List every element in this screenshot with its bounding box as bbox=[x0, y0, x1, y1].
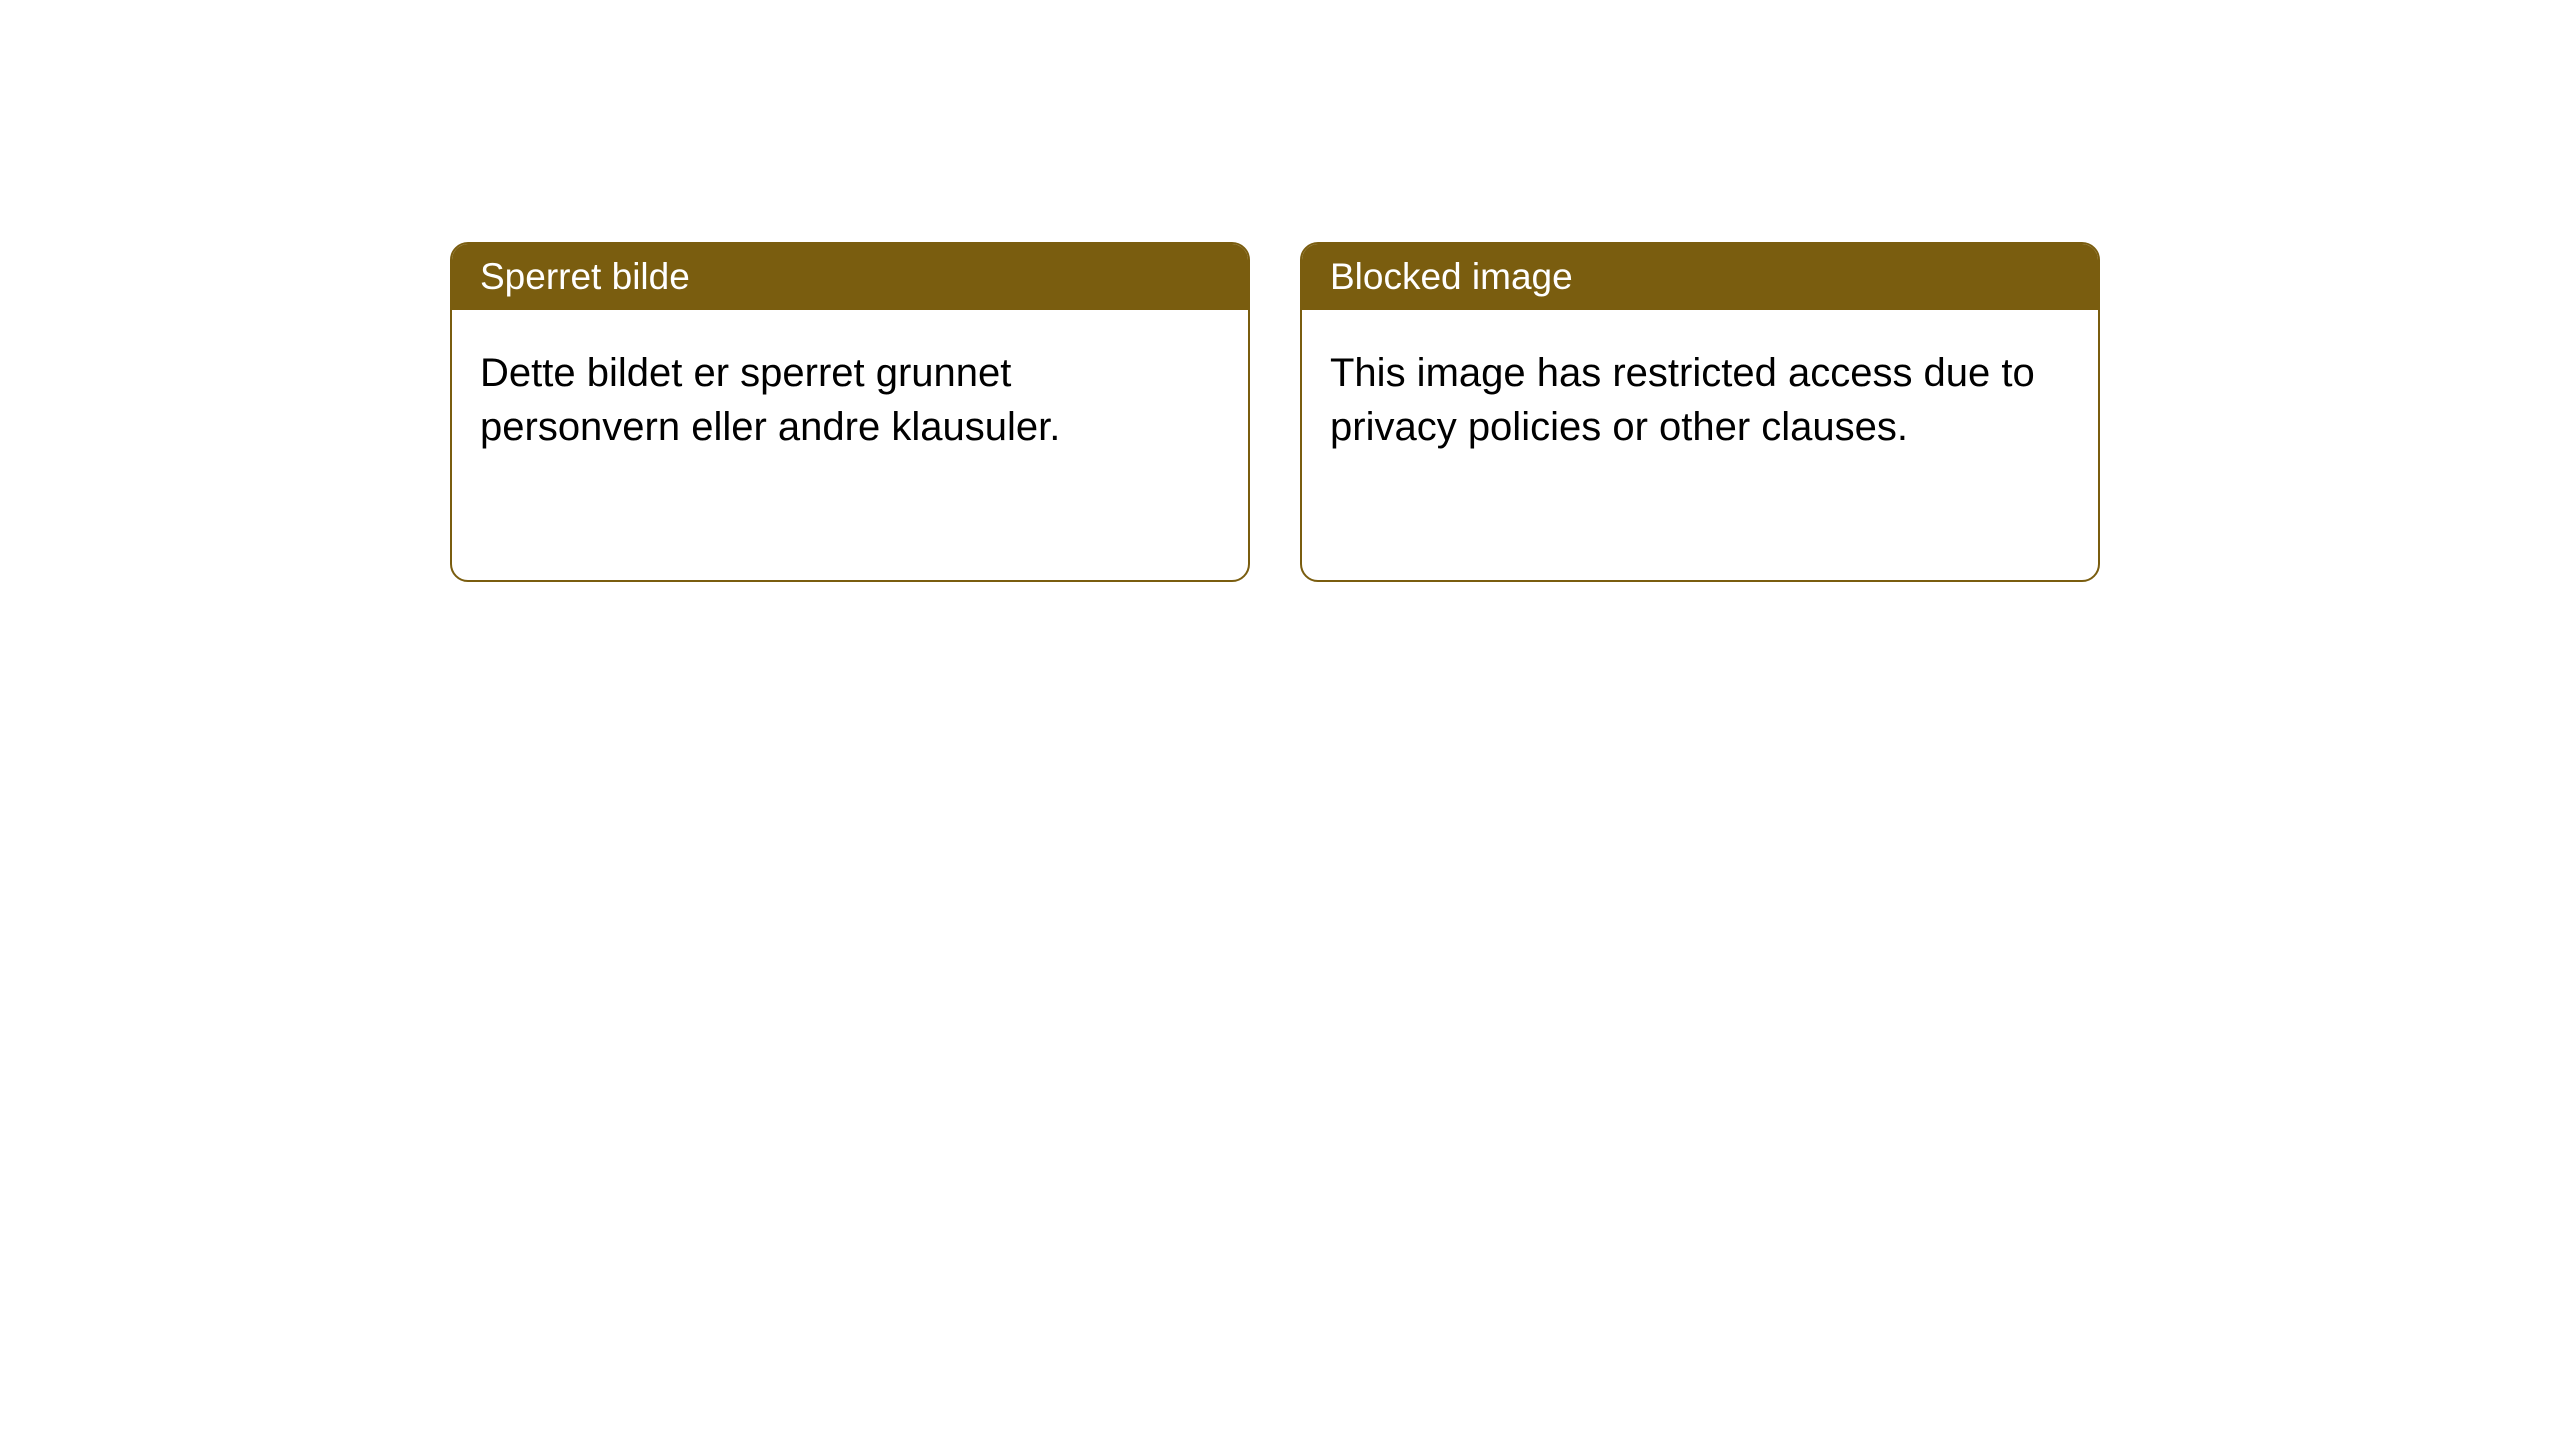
card-body-text: This image has restricted access due to … bbox=[1330, 351, 2035, 449]
card-title: Blocked image bbox=[1330, 256, 1573, 297]
card-title: Sperret bilde bbox=[480, 256, 690, 297]
notice-cards-container: Sperret bilde Dette bildet er sperret gr… bbox=[450, 242, 2100, 582]
card-body: Dette bildet er sperret grunnet personve… bbox=[452, 310, 1248, 580]
card-header: Blocked image bbox=[1302, 244, 2098, 310]
notice-card-norwegian: Sperret bilde Dette bildet er sperret gr… bbox=[450, 242, 1250, 582]
notice-card-english: Blocked image This image has restricted … bbox=[1300, 242, 2100, 582]
card-body-text: Dette bildet er sperret grunnet personve… bbox=[480, 351, 1060, 449]
card-header: Sperret bilde bbox=[452, 244, 1248, 310]
card-body: This image has restricted access due to … bbox=[1302, 310, 2098, 580]
